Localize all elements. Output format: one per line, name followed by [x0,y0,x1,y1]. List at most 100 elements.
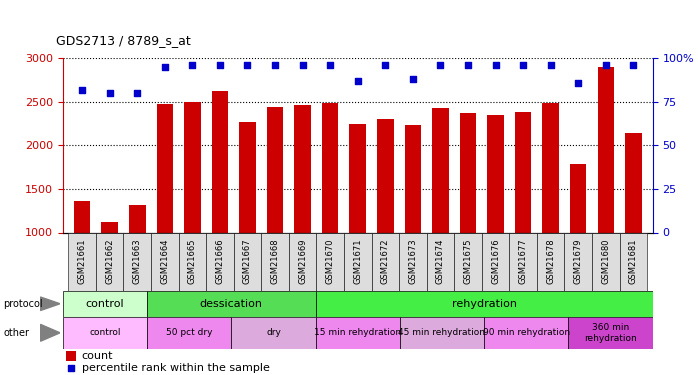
FancyBboxPatch shape [399,232,426,291]
FancyBboxPatch shape [454,232,482,291]
Bar [267,107,283,232]
Point [104,90,115,96]
Bar [74,201,90,232]
Bar [211,91,228,232]
Text: GSM21680: GSM21680 [601,239,610,284]
Point [77,87,88,93]
Text: GSM21676: GSM21676 [491,239,500,284]
Text: 50 pct dry: 50 pct dry [166,328,212,338]
Text: GSM21663: GSM21663 [133,239,142,284]
FancyBboxPatch shape [620,232,647,291]
Text: GSM21677: GSM21677 [519,239,528,284]
FancyBboxPatch shape [565,232,592,291]
FancyBboxPatch shape [510,232,537,291]
Bar [101,222,118,232]
FancyBboxPatch shape [63,317,147,349]
Bar [184,102,200,232]
Bar [597,67,614,232]
Text: other: other [3,328,29,338]
Polygon shape [40,297,60,310]
Point [462,62,473,68]
Point [159,64,170,70]
Text: 360 min
rehydration: 360 min rehydration [584,323,637,342]
Point [490,62,501,68]
Bar [625,133,641,232]
FancyBboxPatch shape [426,232,454,291]
Point [66,365,77,371]
FancyBboxPatch shape [316,232,344,291]
Point [600,62,611,68]
Text: GSM21661: GSM21661 [77,239,87,284]
FancyBboxPatch shape [68,232,96,291]
Point [297,62,309,68]
FancyBboxPatch shape [63,291,147,317]
Text: dry: dry [266,328,281,338]
FancyBboxPatch shape [261,232,289,291]
Point [517,62,528,68]
Point [269,62,281,68]
FancyBboxPatch shape [315,317,400,349]
Text: GSM21678: GSM21678 [546,239,555,284]
Text: GSM21671: GSM21671 [353,239,362,284]
FancyBboxPatch shape [206,232,234,291]
Point [407,76,418,82]
Text: GSM21670: GSM21670 [326,239,334,284]
Bar [460,113,476,232]
Point [435,62,446,68]
FancyBboxPatch shape [568,317,653,349]
FancyBboxPatch shape [482,232,510,291]
Point [572,80,584,86]
Text: 15 min rehydration: 15 min rehydration [314,328,401,338]
Text: protocol: protocol [3,299,43,309]
Bar [515,112,531,232]
Bar [542,103,559,232]
Text: percentile rank within the sample: percentile rank within the sample [82,363,269,374]
FancyBboxPatch shape [151,232,179,291]
FancyBboxPatch shape [537,232,565,291]
Bar [432,108,449,232]
Bar [322,103,339,232]
FancyBboxPatch shape [315,291,653,317]
Text: 45 min rehydration: 45 min rehydration [399,328,486,338]
FancyBboxPatch shape [234,232,261,291]
Point [545,62,556,68]
FancyBboxPatch shape [147,317,231,349]
Text: GSM21673: GSM21673 [408,239,417,284]
FancyBboxPatch shape [179,232,206,291]
FancyBboxPatch shape [147,291,315,317]
Text: GDS2713 / 8789_s_at: GDS2713 / 8789_s_at [56,34,191,47]
Text: GSM21674: GSM21674 [436,239,445,284]
Polygon shape [40,324,60,341]
Point [325,62,336,68]
Bar [377,119,394,232]
Text: GSM21667: GSM21667 [243,239,252,284]
Bar [156,104,173,232]
Bar [66,351,76,361]
Point [380,62,391,68]
Text: GSM21672: GSM21672 [381,239,389,284]
FancyBboxPatch shape [592,232,620,291]
Text: count: count [82,351,113,361]
Bar [239,122,255,232]
Bar [350,123,366,232]
Text: GSM21669: GSM21669 [298,239,307,284]
Point [132,90,143,96]
FancyBboxPatch shape [400,317,484,349]
Text: control: control [86,299,124,309]
FancyBboxPatch shape [371,232,399,291]
Bar [295,105,311,232]
Point [628,62,639,68]
Text: GSM21664: GSM21664 [161,239,170,284]
Text: 90 min rehydration: 90 min rehydration [483,328,570,338]
FancyBboxPatch shape [124,232,151,291]
FancyBboxPatch shape [344,232,371,291]
FancyBboxPatch shape [96,232,124,291]
FancyBboxPatch shape [231,317,315,349]
Bar [570,164,586,232]
FancyBboxPatch shape [484,317,568,349]
Text: GSM21666: GSM21666 [216,239,225,284]
Text: GSM21681: GSM21681 [629,239,638,284]
Text: GSM21665: GSM21665 [188,239,197,284]
Bar [487,115,504,232]
Text: control: control [89,328,121,338]
